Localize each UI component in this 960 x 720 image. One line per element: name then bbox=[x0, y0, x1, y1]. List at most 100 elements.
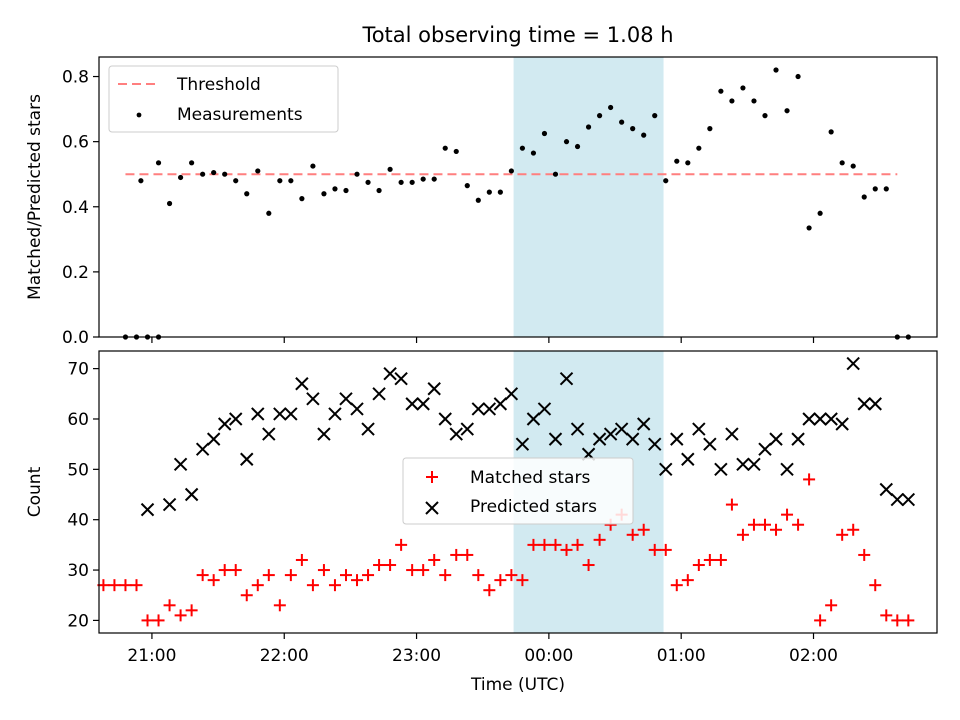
predicted-star-point bbox=[802, 412, 816, 426]
predicted-stars-points bbox=[140, 356, 916, 517]
predicted-star-point bbox=[813, 412, 827, 426]
measurement-point bbox=[619, 119, 625, 125]
measurement-point bbox=[343, 187, 349, 194]
predicted-star-point bbox=[460, 422, 474, 436]
matched-star-point bbox=[714, 553, 727, 566]
predicted-star-point bbox=[504, 387, 519, 401]
measurement-point bbox=[138, 178, 144, 184]
x-tick-label: 23:00 bbox=[392, 646, 441, 666]
measurement-point bbox=[200, 171, 206, 177]
top-plot-frame bbox=[98, 56, 938, 338]
matched-star-point bbox=[659, 543, 672, 556]
measurement-point bbox=[795, 73, 801, 80]
measurement-point bbox=[883, 186, 889, 192]
measurement-point bbox=[762, 113, 768, 119]
top-panel: 0.00.20.40.60.8 Matched/Predicted stars … bbox=[25, 56, 938, 348]
matched-stars-points bbox=[97, 473, 915, 627]
predicted-star-point bbox=[438, 412, 452, 426]
matched-star-point bbox=[692, 559, 705, 572]
measurement-point bbox=[630, 126, 636, 132]
measurement-points bbox=[122, 67, 911, 340]
measurement-point bbox=[740, 85, 746, 91]
predicted-star-point bbox=[670, 432, 684, 446]
top-x-ticks bbox=[151, 337, 815, 343]
predicted-star-point bbox=[824, 412, 838, 426]
measurement-point bbox=[277, 178, 283, 184]
legend-matched-label: Matched stars bbox=[470, 468, 590, 488]
predicted-star-point bbox=[162, 497, 177, 512]
legend-x-marker bbox=[425, 501, 439, 515]
matched-star-point bbox=[284, 569, 297, 582]
predicted-star-point bbox=[173, 457, 188, 472]
measurement-point bbox=[530, 150, 537, 156]
matched-star-point bbox=[472, 569, 485, 582]
measurement-point bbox=[222, 171, 228, 177]
measurement-point bbox=[850, 163, 856, 169]
matched-star-point bbox=[207, 574, 220, 587]
matched-star-point bbox=[262, 569, 275, 582]
predicted-star-point bbox=[350, 402, 364, 416]
predicted-star-point bbox=[780, 462, 794, 477]
top-legend: Threshold Measurements bbox=[108, 65, 339, 133]
matched-star-point bbox=[593, 533, 606, 546]
predicted-star-point bbox=[295, 377, 309, 391]
x-tick-label: 22:00 bbox=[260, 646, 309, 666]
matched-star-point bbox=[240, 589, 253, 602]
measurement-point bbox=[442, 145, 448, 151]
predicted-star-point bbox=[317, 427, 331, 441]
predicted-star-point bbox=[570, 422, 585, 436]
measurement-point bbox=[497, 189, 503, 195]
predicted-star-point bbox=[184, 487, 199, 502]
predicted-star-point bbox=[206, 432, 221, 446]
measurement-point bbox=[255, 168, 261, 174]
legend-predicted-swatch bbox=[425, 501, 439, 515]
measurement-point bbox=[707, 126, 713, 132]
measurement-point bbox=[166, 200, 173, 207]
measurement-point bbox=[376, 187, 382, 194]
matched-star-point bbox=[681, 574, 694, 587]
matched-star-point bbox=[891, 614, 904, 627]
x-tick-label: 01:00 bbox=[657, 646, 706, 666]
matched-star-point bbox=[847, 523, 860, 536]
predicted-star-point bbox=[747, 457, 761, 472]
matched-star-point bbox=[141, 614, 154, 627]
measurement-point bbox=[861, 194, 867, 200]
predicted-star-point bbox=[262, 427, 276, 441]
predicted-star-point bbox=[648, 437, 662, 451]
measurement-point bbox=[464, 183, 470, 189]
matched-star-point bbox=[373, 559, 386, 572]
matched-star-point bbox=[703, 553, 716, 566]
measurement-point bbox=[817, 210, 823, 216]
predicted-star-point bbox=[140, 502, 155, 517]
matched-star-point bbox=[395, 538, 408, 551]
predicted-star-point bbox=[195, 442, 210, 456]
measurement-point bbox=[839, 160, 845, 166]
predicted-star-point bbox=[372, 387, 386, 401]
matched-star-point bbox=[218, 564, 231, 577]
predicted-star-point bbox=[361, 422, 375, 436]
predicted-star-point bbox=[471, 402, 486, 416]
measurement-point bbox=[244, 191, 250, 197]
predicted-star-point bbox=[835, 417, 849, 431]
measurement-point bbox=[541, 130, 548, 137]
y-tick-label: 70 bbox=[67, 360, 89, 380]
predicted-star-point bbox=[548, 432, 563, 446]
predicted-star-point bbox=[537, 402, 552, 416]
measurement-point bbox=[475, 197, 481, 203]
measurement-point bbox=[652, 113, 658, 119]
measurement-point bbox=[332, 186, 338, 192]
legend-predicted-label: Predicted stars bbox=[470, 497, 597, 517]
measurement-point bbox=[486, 189, 492, 195]
predicted-star-point bbox=[879, 482, 893, 497]
measurement-point bbox=[508, 168, 514, 174]
matched-star-point bbox=[163, 599, 176, 612]
predicted-star-point bbox=[416, 397, 430, 411]
measurement-point bbox=[663, 178, 669, 184]
matched-star-point bbox=[880, 609, 893, 622]
matched-star-point bbox=[494, 574, 507, 587]
bottom-y-axis-label: Count bbox=[25, 466, 45, 517]
predicted-star-point bbox=[394, 371, 408, 386]
x-tick-label: 02:00 bbox=[789, 646, 838, 666]
predicted-star-point bbox=[725, 427, 739, 441]
